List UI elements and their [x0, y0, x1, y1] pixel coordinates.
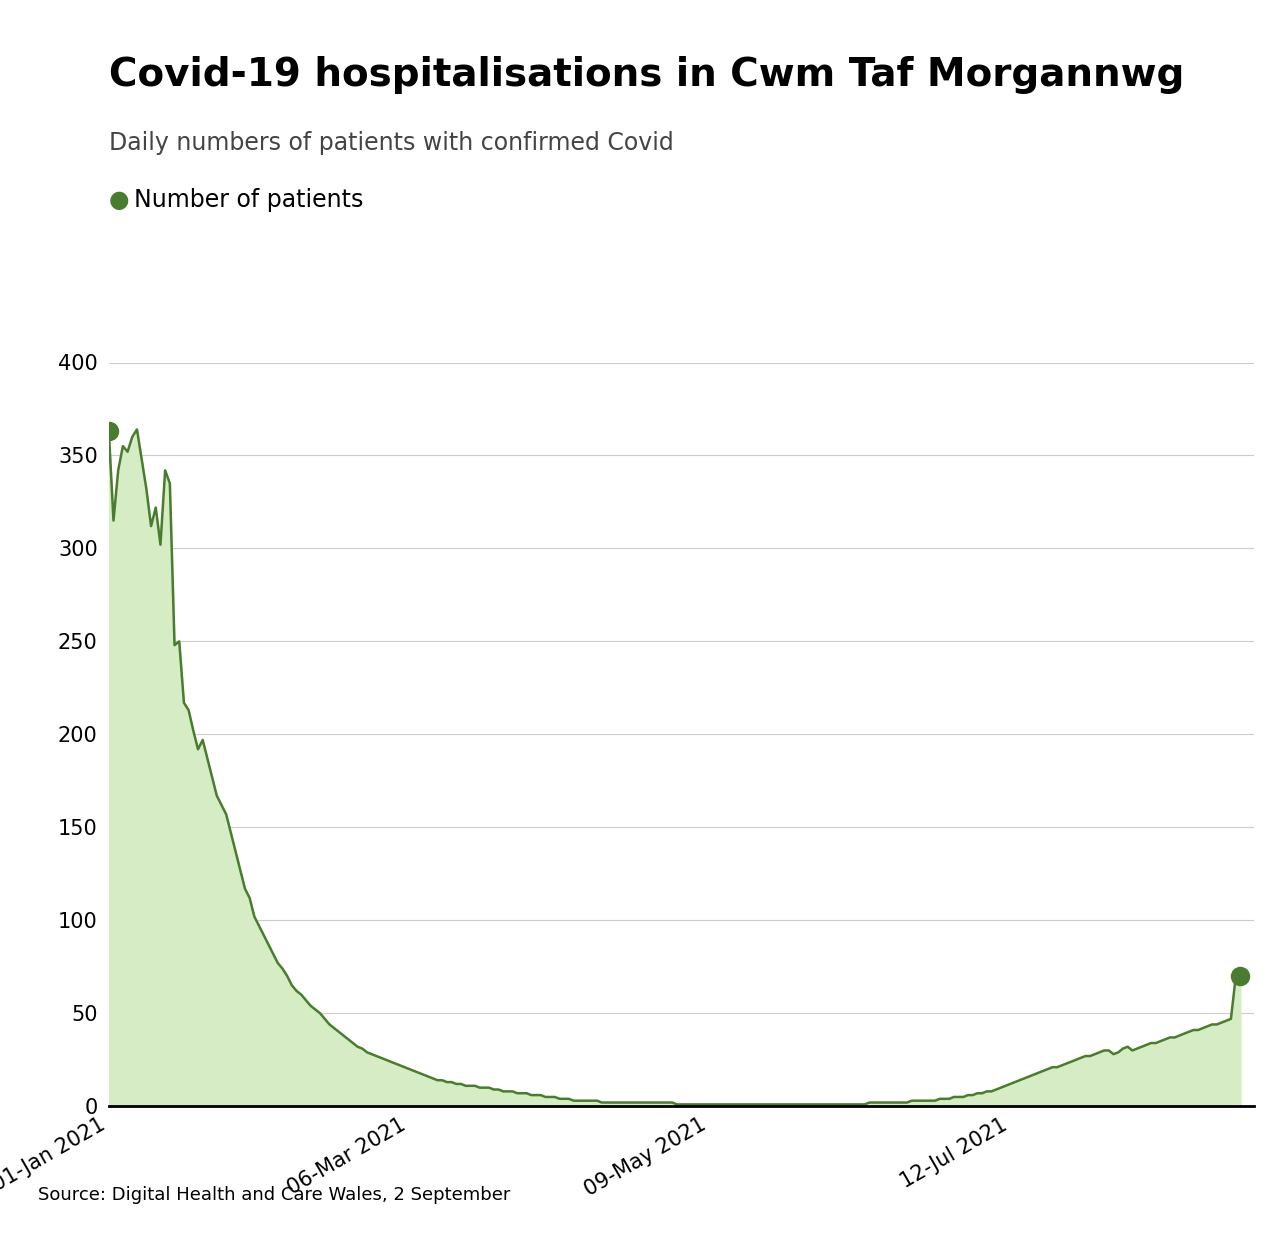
Text: BBC: BBC — [1156, 1188, 1208, 1212]
Text: Covid-19 hospitalisations in Cwm Taf Morgannwg: Covid-19 hospitalisations in Cwm Taf Mor… — [109, 56, 1184, 94]
Text: ●: ● — [109, 188, 129, 213]
Text: Number of patients: Number of patients — [134, 188, 364, 213]
Text: Source: Digital Health and Care Wales, 2 September: Source: Digital Health and Care Wales, 2… — [38, 1186, 511, 1204]
Text: Daily numbers of patients with confirmed Covid: Daily numbers of patients with confirmed… — [109, 131, 673, 155]
